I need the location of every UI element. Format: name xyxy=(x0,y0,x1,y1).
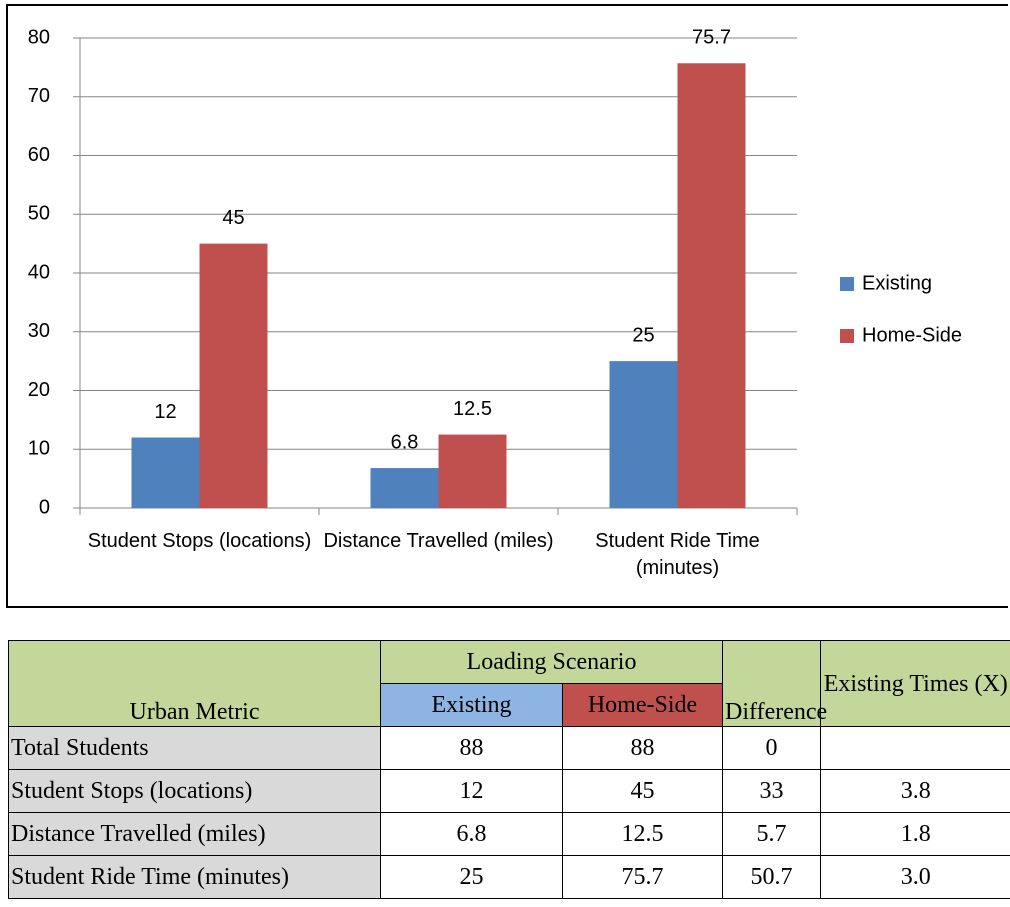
y-tick-label: 20 xyxy=(28,379,50,401)
table-cell: 50.7 xyxy=(722,855,822,899)
table-cell: Total Students xyxy=(8,726,381,770)
data-label: 12 xyxy=(154,401,176,423)
table-cell: 45 xyxy=(561,769,724,813)
y-tick-label: 80 xyxy=(28,26,50,48)
table-cell xyxy=(820,726,1010,770)
y-tick-label: 40 xyxy=(28,261,50,283)
data-label: 6.8 xyxy=(391,431,419,453)
table-cell: Distance Travelled (miles) xyxy=(8,812,381,856)
header-cell: Loading Scenario xyxy=(379,640,724,684)
y-tick-label: 0 xyxy=(39,496,50,518)
table-cell: 88 xyxy=(380,726,563,770)
table-body: Total Students 88 88 0 Student Stops (locati… xyxy=(8,726,1010,899)
data-label: 25 xyxy=(632,324,654,346)
legend-label: Home-Side xyxy=(862,324,962,346)
chart-frame xyxy=(6,4,1008,608)
table-cell: 88 xyxy=(561,726,724,770)
legend-swatch xyxy=(840,277,854,291)
table-cell: 1.8 xyxy=(820,812,1010,856)
x-tick-label: Student Ride Time (minutes) xyxy=(595,530,760,579)
table-row: Total Students 88 88 0 xyxy=(8,726,1010,770)
table-row: Student Ride Time (minutes) 25 75.7 50.7 3.0 xyxy=(8,855,1010,899)
bar xyxy=(370,468,439,508)
data-table: Urban Metric Loading Scenario Difference… xyxy=(8,640,1010,899)
bar xyxy=(609,361,678,508)
table-cell: Student Stops (locations) xyxy=(8,769,381,813)
table-cell: 75.7 xyxy=(561,855,724,899)
table-cell: 5.7 xyxy=(722,812,822,856)
x-tick-label: Distance Travelled (miles) xyxy=(323,530,554,552)
table-cell: 6.8 xyxy=(380,812,563,856)
table-cell: 3.8 xyxy=(820,769,1010,813)
table-cell: Student Ride Time (minutes) xyxy=(8,855,381,899)
table-cell: 33 xyxy=(722,769,822,813)
bar xyxy=(199,243,268,508)
legend-swatch xyxy=(840,329,854,343)
y-tick-label: 70 xyxy=(28,85,50,107)
chart: 0 10 20 30 40 50 60 70 80 12 45 6.8 12.5 25 75.7 Existi… xyxy=(28,26,962,518)
bar xyxy=(677,63,746,508)
table-cell: 0 xyxy=(722,726,822,770)
header-cell: Home-Side xyxy=(561,683,724,727)
x-tick-label: Student Stops (locations) xyxy=(87,530,312,552)
data-label: 75.7 xyxy=(692,27,731,49)
data-label: 12.5 xyxy=(453,398,492,420)
y-tick-label: 50 xyxy=(28,203,50,225)
table-row: Student Stops (locations) 12 45 33 3.8 xyxy=(8,769,1010,813)
header-cell: Existing xyxy=(380,683,563,727)
bar xyxy=(131,437,200,508)
table-cell: 25 xyxy=(380,855,563,899)
table-cell: 3.0 xyxy=(820,855,1010,899)
legend-label: Existing xyxy=(862,272,932,294)
header-cell: Existing Times (X) xyxy=(820,640,1010,727)
header-cell: Difference xyxy=(722,640,827,727)
header-row: Urban Metric Loading Scenario Difference… xyxy=(8,640,1010,727)
table-cell: 12.5 xyxy=(561,812,724,856)
y-tick-label: 30 xyxy=(28,320,50,342)
data-label: 45 xyxy=(222,207,244,229)
table-row: Distance Travelled (miles) 6.8 12.5 5.7 1.8 xyxy=(8,812,1010,856)
table-cell: 12 xyxy=(380,769,563,813)
y-tick-label: 10 xyxy=(28,438,50,460)
y-tick-label: 60 xyxy=(28,144,50,166)
bar xyxy=(438,434,507,508)
header-cell: Urban Metric xyxy=(8,640,381,727)
